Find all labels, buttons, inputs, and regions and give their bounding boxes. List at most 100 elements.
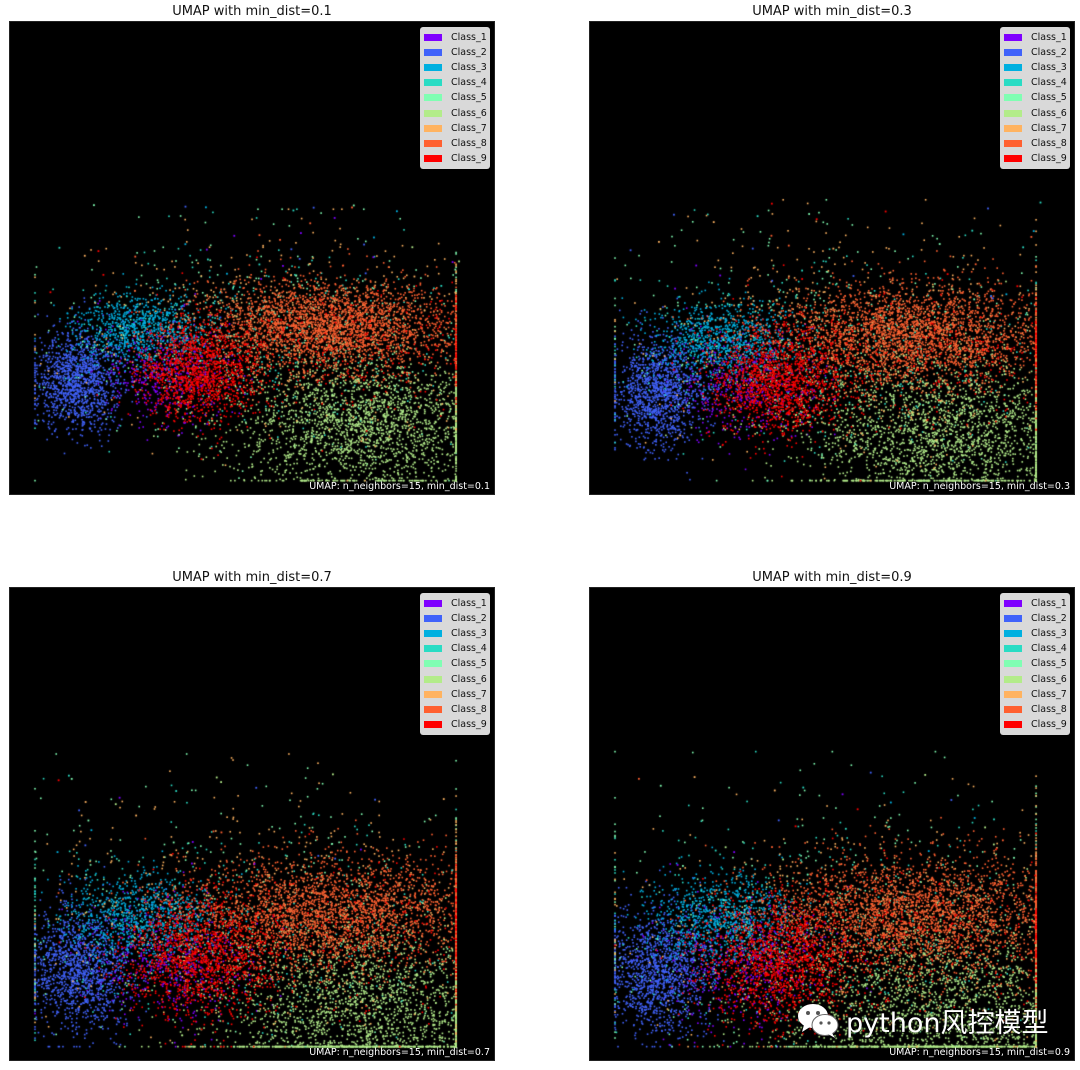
legend-label: Class_7: [451, 688, 487, 700]
legend: Class_1 Class_2 Class_3 Class_4 Class_5 Class…: [420, 27, 490, 169]
legend-label: Class_6: [1031, 107, 1067, 119]
watermark: python风控模型: [796, 1000, 1048, 1040]
legend-item: Class_4: [1004, 75, 1067, 90]
plot-annotation: UMAP: n_neighbors=15, min_dist=0.7: [309, 1047, 490, 1058]
legend-swatch: [1004, 660, 1022, 668]
legend-item: Class_9: [424, 717, 487, 732]
legend-item: Class_7: [1004, 121, 1067, 136]
legend-item: Class_3: [424, 626, 487, 641]
plot-annotation: UMAP: n_neighbors=15, min_dist=0.3: [889, 481, 1070, 492]
legend-item: Class_2: [1004, 611, 1067, 626]
legend-label: Class_2: [1031, 613, 1067, 625]
legend-swatch: [424, 720, 442, 728]
legend-item: Class_3: [1004, 60, 1067, 75]
legend-swatch: [1004, 705, 1022, 713]
legend-label: Class_1: [1031, 598, 1067, 610]
legend-item: Class_5: [424, 656, 487, 671]
legend-item: Class_2: [424, 611, 487, 626]
legend-item: Class_1: [1004, 30, 1067, 45]
legend-label: Class_1: [451, 32, 487, 44]
legend-item: Class_6: [424, 671, 487, 686]
legend-swatch: [1004, 49, 1022, 57]
legend-swatch: [1004, 139, 1022, 147]
plot-annotation: UMAP: n_neighbors=15, min_dist=0.1: [309, 481, 490, 492]
legend-swatch: [424, 660, 442, 668]
legend-label: Class_3: [451, 62, 487, 74]
legend-item: Class_7: [1004, 687, 1067, 702]
legend-swatch: [1004, 64, 1022, 72]
legend-item: Class_2: [424, 45, 487, 60]
legend-label: Class_3: [1031, 628, 1067, 640]
legend-swatch: [1004, 109, 1022, 117]
legend-label: Class_1: [1031, 32, 1067, 44]
legend-label: Class_5: [451, 658, 487, 670]
legend-item: Class_4: [424, 75, 487, 90]
legend-label: Class_2: [451, 47, 487, 59]
legend-label: Class_2: [451, 613, 487, 625]
legend-label: Class_3: [1031, 62, 1067, 74]
legend-item: Class_3: [424, 60, 487, 75]
legend-label: Class_7: [1031, 122, 1067, 134]
legend-swatch: [424, 64, 442, 72]
legend-item: Class_8: [424, 136, 487, 151]
watermark-text: python风控模型: [846, 1007, 1049, 1039]
legend-swatch: [1004, 79, 1022, 87]
legend-label: Class_4: [1031, 643, 1067, 655]
legend-swatch: [424, 49, 442, 57]
legend-swatch: [424, 154, 442, 162]
legend-swatch: [1004, 630, 1022, 638]
legend-label: Class_3: [451, 628, 487, 640]
legend-swatch: [1004, 600, 1022, 608]
panel-title: UMAP with min_dist=0.1: [172, 4, 332, 19]
legend-item: Class_9: [424, 151, 487, 166]
legend-item: Class_5: [1004, 656, 1067, 671]
legend-item: Class_7: [424, 687, 487, 702]
legend-item: Class_9: [1004, 717, 1067, 732]
legend-swatch: [1004, 34, 1022, 42]
legend-swatch: [424, 124, 442, 132]
legend: Class_1 Class_2 Class_3 Class_4 Class_5 Class…: [1000, 593, 1070, 735]
legend-swatch: [424, 139, 442, 147]
panel-title: UMAP with min_dist=0.3: [752, 4, 912, 19]
plot-annotation: UMAP: n_neighbors=15, min_dist=0.9: [889, 1047, 1070, 1058]
legend-item: Class_6: [1004, 671, 1067, 686]
legend-label: Class_5: [1031, 92, 1067, 104]
scatter-points: [10, 588, 494, 1060]
legend-item: Class_1: [1004, 596, 1067, 611]
legend-label: Class_5: [451, 92, 487, 104]
legend-label: Class_4: [451, 77, 487, 89]
legend-label: Class_8: [1031, 137, 1067, 149]
legend-swatch: [424, 690, 442, 698]
legend: Class_1 Class_2 Class_3 Class_4 Class_5 Class…: [1000, 27, 1070, 169]
scatter-plot: Class_1 Class_2 Class_3 Class_4 Class_5 Class…: [589, 21, 1075, 495]
legend-label: Class_9: [451, 152, 487, 164]
legend-label: Class_4: [1031, 77, 1067, 89]
legend-label: Class_2: [1031, 47, 1067, 59]
scatter-plot: Class_1 Class_2 Class_3 Class_4 Class_5 Class…: [9, 587, 495, 1061]
legend-label: Class_8: [1031, 703, 1067, 715]
legend-label: Class_8: [451, 137, 487, 149]
panel-title: UMAP with min_dist=0.7: [172, 570, 332, 585]
legend-swatch: [1004, 720, 1022, 728]
legend-item: Class_6: [1004, 105, 1067, 120]
legend-item: Class_1: [424, 30, 487, 45]
legend-item: Class_4: [1004, 641, 1067, 656]
legend-label: Class_6: [1031, 673, 1067, 685]
legend-swatch: [424, 630, 442, 638]
legend-item: Class_1: [424, 596, 487, 611]
scatter-points: [590, 22, 1074, 494]
legend-label: Class_5: [1031, 658, 1067, 670]
legend-swatch: [424, 675, 442, 683]
legend-swatch: [424, 109, 442, 117]
legend-label: Class_8: [451, 703, 487, 715]
legend-swatch: [424, 94, 442, 102]
legend-label: Class_1: [451, 598, 487, 610]
legend-item: Class_8: [1004, 136, 1067, 151]
legend-label: Class_9: [451, 718, 487, 730]
legend-swatch: [1004, 615, 1022, 623]
legend-item: Class_8: [1004, 702, 1067, 717]
legend-label: Class_4: [451, 643, 487, 655]
wechat-icon: [798, 1004, 839, 1038]
legend-swatch: [1004, 645, 1022, 653]
legend-swatch: [424, 645, 442, 653]
